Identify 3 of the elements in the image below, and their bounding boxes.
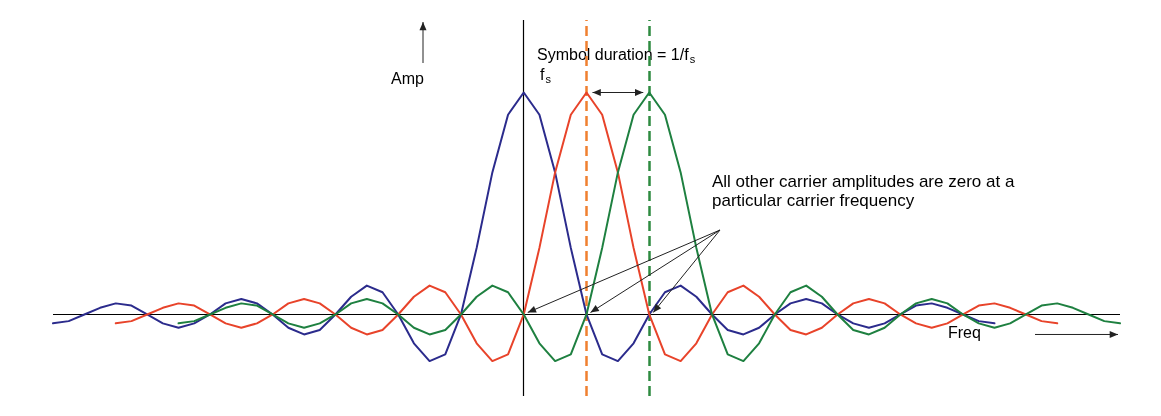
annotation: All other carrier amplitudes are zero at a particular carrier frequency <box>712 172 1020 210</box>
x-axis-title: Freq <box>948 323 981 341</box>
y-axis-title: Amp <box>391 69 424 87</box>
